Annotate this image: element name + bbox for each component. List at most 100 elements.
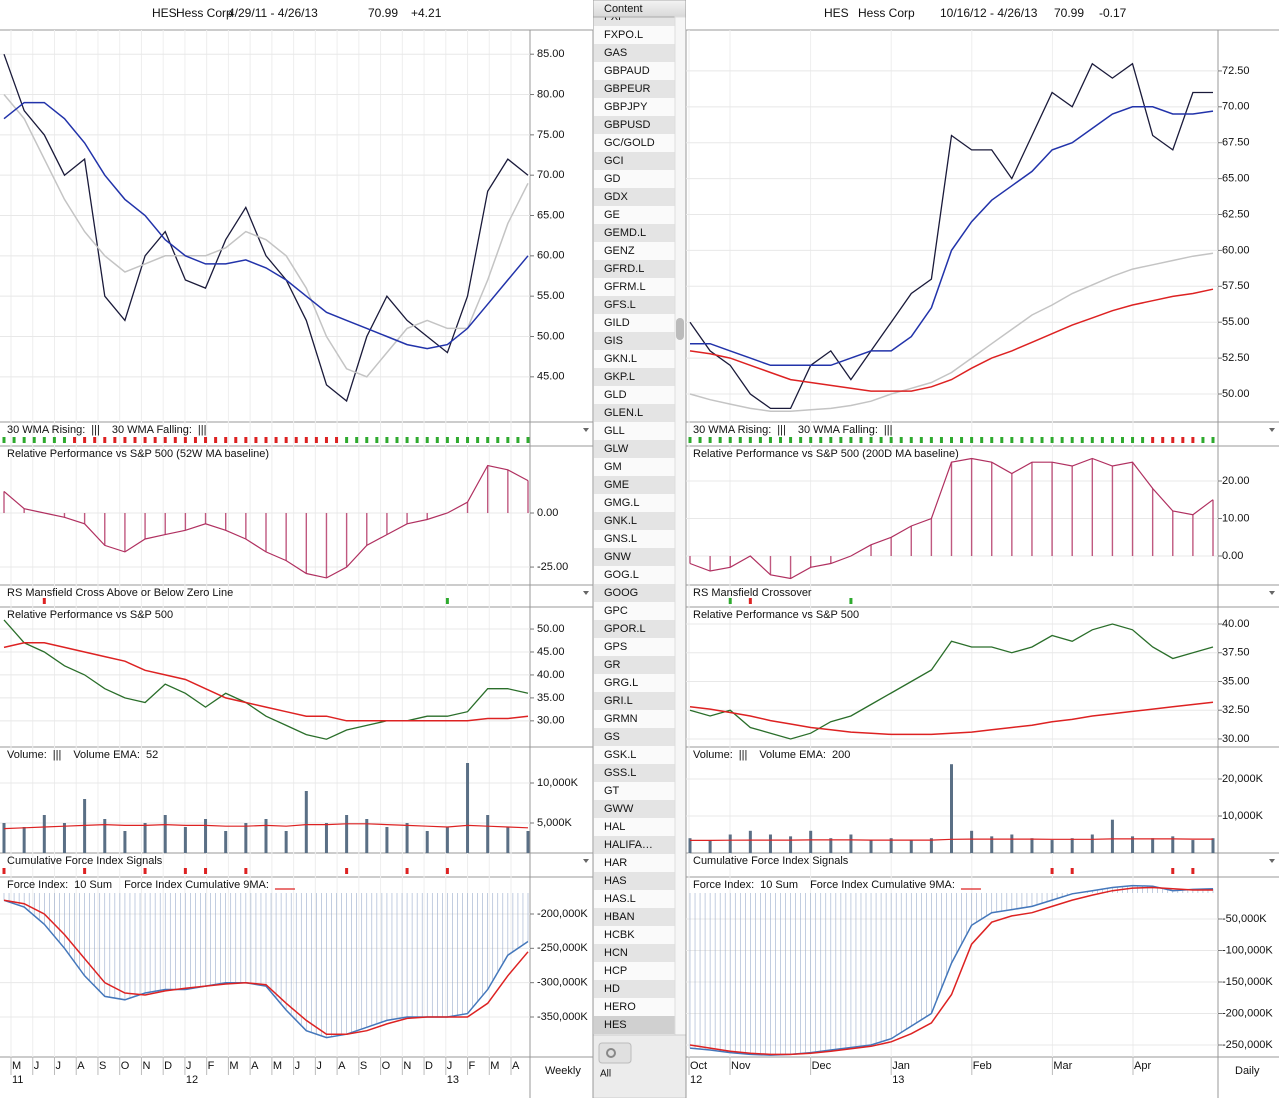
list-row[interactable] <box>594 134 675 152</box>
list-item[interactable]: GEMD.L <box>604 227 646 239</box>
list-row-selected[interactable] <box>594 1016 675 1034</box>
panel-toggle[interactable] <box>1269 428 1275 432</box>
list-item[interactable]: GWW <box>604 803 634 815</box>
list-item[interactable]: GILD <box>604 317 630 329</box>
list-row[interactable] <box>594 854 675 872</box>
list-row[interactable] <box>594 638 675 656</box>
list-row[interactable] <box>594 530 675 548</box>
list-item[interactable]: GFRD.L <box>604 263 644 275</box>
list-item[interactable]: HBAN <box>604 911 635 923</box>
list-row[interactable] <box>594 782 675 800</box>
list-item[interactable]: GNS.L <box>604 533 637 545</box>
list-item[interactable]: HD <box>604 983 620 995</box>
list-item[interactable]: GR <box>604 659 621 671</box>
list-row[interactable] <box>594 944 675 962</box>
list-item[interactable]: GBPEUR <box>604 83 651 95</box>
list-row[interactable] <box>594 62 675 80</box>
list-item[interactable]: GRG.L <box>604 677 638 689</box>
list-item[interactable]: HCN <box>604 947 628 959</box>
list-row[interactable] <box>594 422 675 440</box>
panel-toggle[interactable] <box>583 428 589 432</box>
list-item[interactable]: HALIFA… <box>604 839 653 851</box>
list-item[interactable]: GENZ <box>604 245 635 257</box>
list-row[interactable] <box>594 602 675 620</box>
list-row[interactable] <box>594 494 675 512</box>
list-row[interactable] <box>594 44 675 62</box>
list-footer-label[interactable]: All <box>600 1069 611 1080</box>
list-item[interactable]: GLEN.L <box>604 407 643 419</box>
list-row[interactable] <box>594 224 675 242</box>
list-item[interactable]: GBPUSD <box>604 119 651 131</box>
list-item[interactable]: GC/GOLD <box>604 137 655 149</box>
list-item[interactable]: GPOR.L <box>604 623 646 635</box>
list-row[interactable] <box>594 962 675 980</box>
list-item[interactable]: GT <box>604 785 620 797</box>
list-row[interactable] <box>594 836 675 854</box>
list-item[interactable]: GIS <box>604 335 623 347</box>
list-row[interactable] <box>594 98 675 116</box>
list-row[interactable] <box>594 656 675 674</box>
list-item[interactable]: HCBK <box>604 929 635 941</box>
list-row[interactable] <box>594 314 675 332</box>
list-row[interactable] <box>594 386 675 404</box>
list-item[interactable]: GDX <box>604 191 629 203</box>
list-item[interactable]: GAS <box>604 47 627 59</box>
list-row[interactable] <box>594 188 675 206</box>
list-row[interactable] <box>594 890 675 908</box>
list-row[interactable] <box>594 80 675 98</box>
list-item[interactable]: GBPAUD <box>604 65 650 77</box>
list-row[interactable] <box>594 584 675 602</box>
list-item[interactable]: GNK.L <box>604 515 637 527</box>
period-label[interactable]: Weekly <box>545 1065 581 1077</box>
list-row[interactable] <box>594 674 675 692</box>
list-item[interactable]: GNW <box>604 551 632 563</box>
list-row[interactable] <box>594 206 675 224</box>
list-row[interactable] <box>594 368 675 386</box>
list-row[interactable] <box>594 800 675 818</box>
list-row[interactable] <box>594 710 675 728</box>
list-row[interactable] <box>594 692 675 710</box>
list-item[interactable]: GFS.L <box>604 299 636 311</box>
list-item[interactable]: GKN.L <box>604 353 637 365</box>
list-item[interactable]: FXPO.L <box>604 29 643 41</box>
list-row[interactable] <box>594 980 675 998</box>
list-row[interactable] <box>594 620 675 638</box>
list-row[interactable] <box>594 728 675 746</box>
list-item[interactable]: GOOG <box>604 587 638 599</box>
list-item[interactable]: GD <box>604 173 621 185</box>
list-item[interactable]: GSK.L <box>604 749 636 761</box>
list-row[interactable] <box>594 260 675 278</box>
list-row[interactable] <box>594 512 675 530</box>
list-item[interactable]: GLL <box>604 425 625 437</box>
list-item[interactable]: GKP.L <box>604 371 635 383</box>
list-row[interactable] <box>594 458 675 476</box>
list-row[interactable] <box>594 116 675 134</box>
list-row[interactable] <box>594 872 675 890</box>
list-row[interactable] <box>594 908 675 926</box>
list-item[interactable]: GM <box>604 461 622 473</box>
list-row[interactable] <box>594 26 675 44</box>
list-row[interactable] <box>594 242 675 260</box>
list-row[interactable] <box>594 404 675 422</box>
list-item[interactable]: HAR <box>604 857 627 869</box>
panel-toggle[interactable] <box>583 591 589 595</box>
list-item[interactable]: GOG.L <box>604 569 639 581</box>
list-row[interactable] <box>594 926 675 944</box>
list-row[interactable] <box>594 350 675 368</box>
list-item[interactable]: GFRM.L <box>604 281 646 293</box>
list-row[interactable] <box>594 170 675 188</box>
list-row[interactable] <box>594 278 675 296</box>
list-item[interactable]: GCI <box>604 155 624 167</box>
list-item[interactable]: GRMN <box>604 713 638 725</box>
list-item[interactable]: GMG.L <box>604 497 639 509</box>
list-item[interactable]: GLW <box>604 443 629 455</box>
list-item[interactable]: HES <box>604 1019 627 1031</box>
panel-toggle[interactable] <box>1269 591 1275 595</box>
list-item[interactable]: GME <box>604 479 629 491</box>
list-item[interactable]: HERO <box>604 1001 636 1013</box>
list-row[interactable] <box>594 548 675 566</box>
list-item[interactable]: GS <box>604 731 620 743</box>
list-row[interactable] <box>594 998 675 1016</box>
list-item[interactable]: GPC <box>604 605 628 617</box>
list-item[interactable]: HAL <box>604 821 625 833</box>
